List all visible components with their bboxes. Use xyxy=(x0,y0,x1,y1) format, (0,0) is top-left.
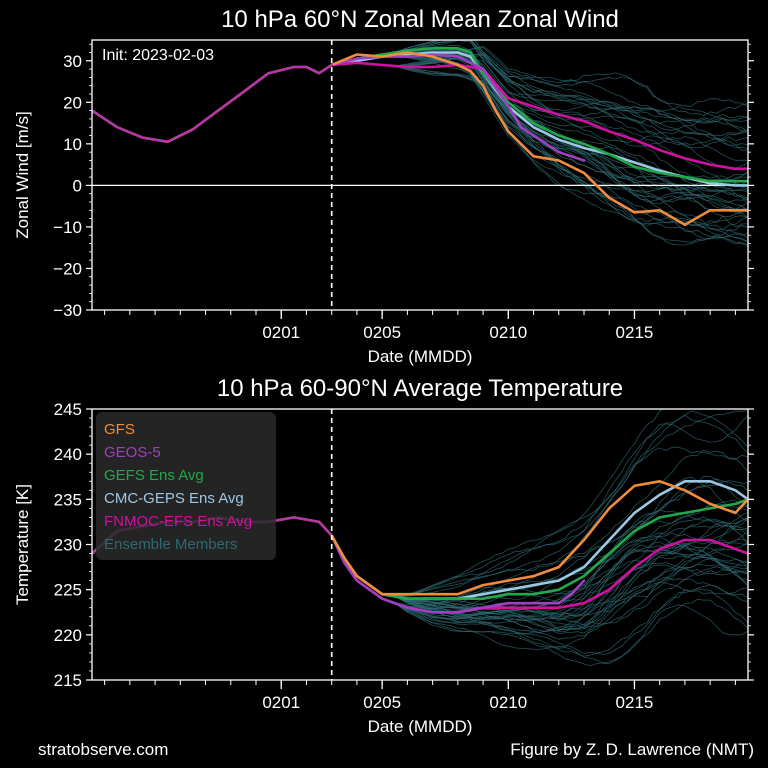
ensemble-member-line xyxy=(331,535,748,667)
ensemble-member-line xyxy=(331,532,748,620)
y-tick-label: 225 xyxy=(54,581,82,600)
site-credit: stratobserve.com xyxy=(38,740,169,759)
x-tick-label: 0205 xyxy=(363,693,401,712)
y-tick-label: 215 xyxy=(54,671,82,690)
analysis-geos-line xyxy=(92,64,333,143)
wind-panel: −30 −20 −10 0 10 20 30 0201 0205 0210 0215 10 hPa 6… xyxy=(13,6,754,366)
wind-chart-title: 10 hPa 60°N Zonal Mean Zonal Wind xyxy=(221,6,619,33)
y-tick-label: 240 xyxy=(54,445,82,464)
init-date-label: Init: 2023-02-03 xyxy=(102,47,214,64)
wind-plot-area xyxy=(92,40,748,310)
y-tick-label: 235 xyxy=(54,490,82,509)
y-tick-label: 0 xyxy=(73,176,82,195)
legend-entry: FNMOC-EFS Ens Avg xyxy=(104,513,252,530)
y-tick-label: −20 xyxy=(53,259,82,278)
legend: GFS GEOS-5 GEFS Ens Avg CMC-GEPS Ens Avg FNM… xyxy=(96,412,276,560)
wind-axes-frame xyxy=(91,39,749,311)
ensemble-member-line xyxy=(331,535,748,657)
y-tick-label: 230 xyxy=(54,536,82,555)
x-tick-label: 0201 xyxy=(262,693,300,712)
ensemble-member-line xyxy=(331,45,748,108)
x-tick-label: 0205 xyxy=(363,323,401,342)
series-gfs-line xyxy=(330,480,748,596)
ensemble-member-line xyxy=(331,409,748,597)
y-tick-label: 20 xyxy=(63,93,82,112)
series-fnmoc-efs-ens-avg-line xyxy=(330,61,748,171)
legend-entry: GFS xyxy=(104,421,135,438)
wind-x-axis-label: Date (MMDD) xyxy=(368,347,473,366)
series-gefs-ens-avg-line xyxy=(330,47,748,183)
x-tick-label: 0215 xyxy=(616,693,654,712)
y-tick-label: 10 xyxy=(63,135,82,154)
temp-panel: 215 220 225 230 235 240 245 0201 0205 0210 0215 10 … xyxy=(13,375,754,736)
x-tick-label: 0201 xyxy=(262,323,300,342)
y-tick-label: 30 xyxy=(63,52,82,71)
y-tick-label: −10 xyxy=(53,218,82,237)
temp-chart-title: 10 hPa 60-90°N Average Temperature xyxy=(217,375,623,402)
legend-box xyxy=(96,412,276,560)
y-tick-label: 220 xyxy=(54,626,82,645)
temp-y-axis-label: Temperature [K] xyxy=(13,484,32,605)
legend-entry: GEFS Ens Avg xyxy=(104,467,204,484)
x-tick-label: 0215 xyxy=(616,323,654,342)
legend-entry: GEOS-5 xyxy=(104,444,161,461)
series-gfs-line xyxy=(330,51,748,227)
legend-entry: CMC-GEPS Ens Avg xyxy=(104,490,244,507)
wind-y-axis-label: Zonal Wind [m/s] xyxy=(13,111,32,239)
wind-plot-content xyxy=(92,40,748,310)
temp-plot-content xyxy=(92,409,748,680)
author-credit: Figure by Z. D. Lawrence (NMT) xyxy=(510,740,754,759)
y-tick-label: 245 xyxy=(54,400,82,419)
y-tick-label: −30 xyxy=(53,301,82,320)
legend-entry: Ensemble Members xyxy=(104,536,237,553)
x-tick-label: 0210 xyxy=(489,323,527,342)
temp-x-axis-label: Date (MMDD) xyxy=(368,717,473,736)
series-geos-5-line xyxy=(330,534,586,614)
ensemble-member-line xyxy=(331,446,748,597)
x-tick-label: 0210 xyxy=(489,693,527,712)
